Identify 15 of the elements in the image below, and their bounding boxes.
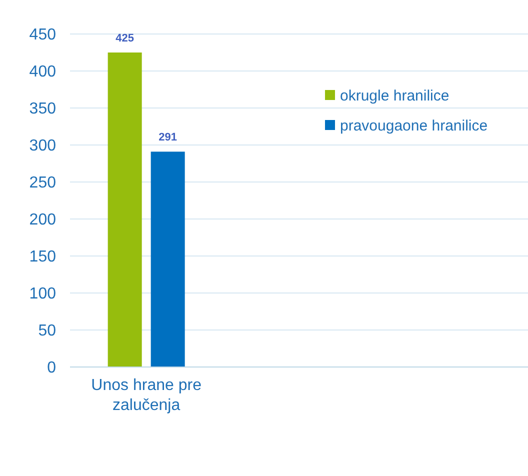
y-tick-label: 250 <box>29 174 56 192</box>
data-label: 425 <box>116 32 134 44</box>
legend-label: okrugle hranilice <box>340 87 450 104</box>
y-tick-label: 400 <box>29 64 56 81</box>
data-label: 291 <box>158 132 178 144</box>
y-tick-label: 100 <box>29 286 56 303</box>
y-tick-label: 150 <box>29 248 56 266</box>
y-tick-label: 50 <box>38 322 56 340</box>
y-tick-label: 350 <box>29 100 56 118</box>
y-tick-label: 0 <box>47 360 56 377</box>
y-tick-label: 200 <box>29 212 56 229</box>
legend-label: pravougaone hranilice <box>340 117 488 134</box>
x-tick-label: Unos hrane pre zalučenja <box>91 377 202 414</box>
y-tick-label: 450 <box>29 26 56 44</box>
y-tick-label: 300 <box>29 138 56 155</box>
